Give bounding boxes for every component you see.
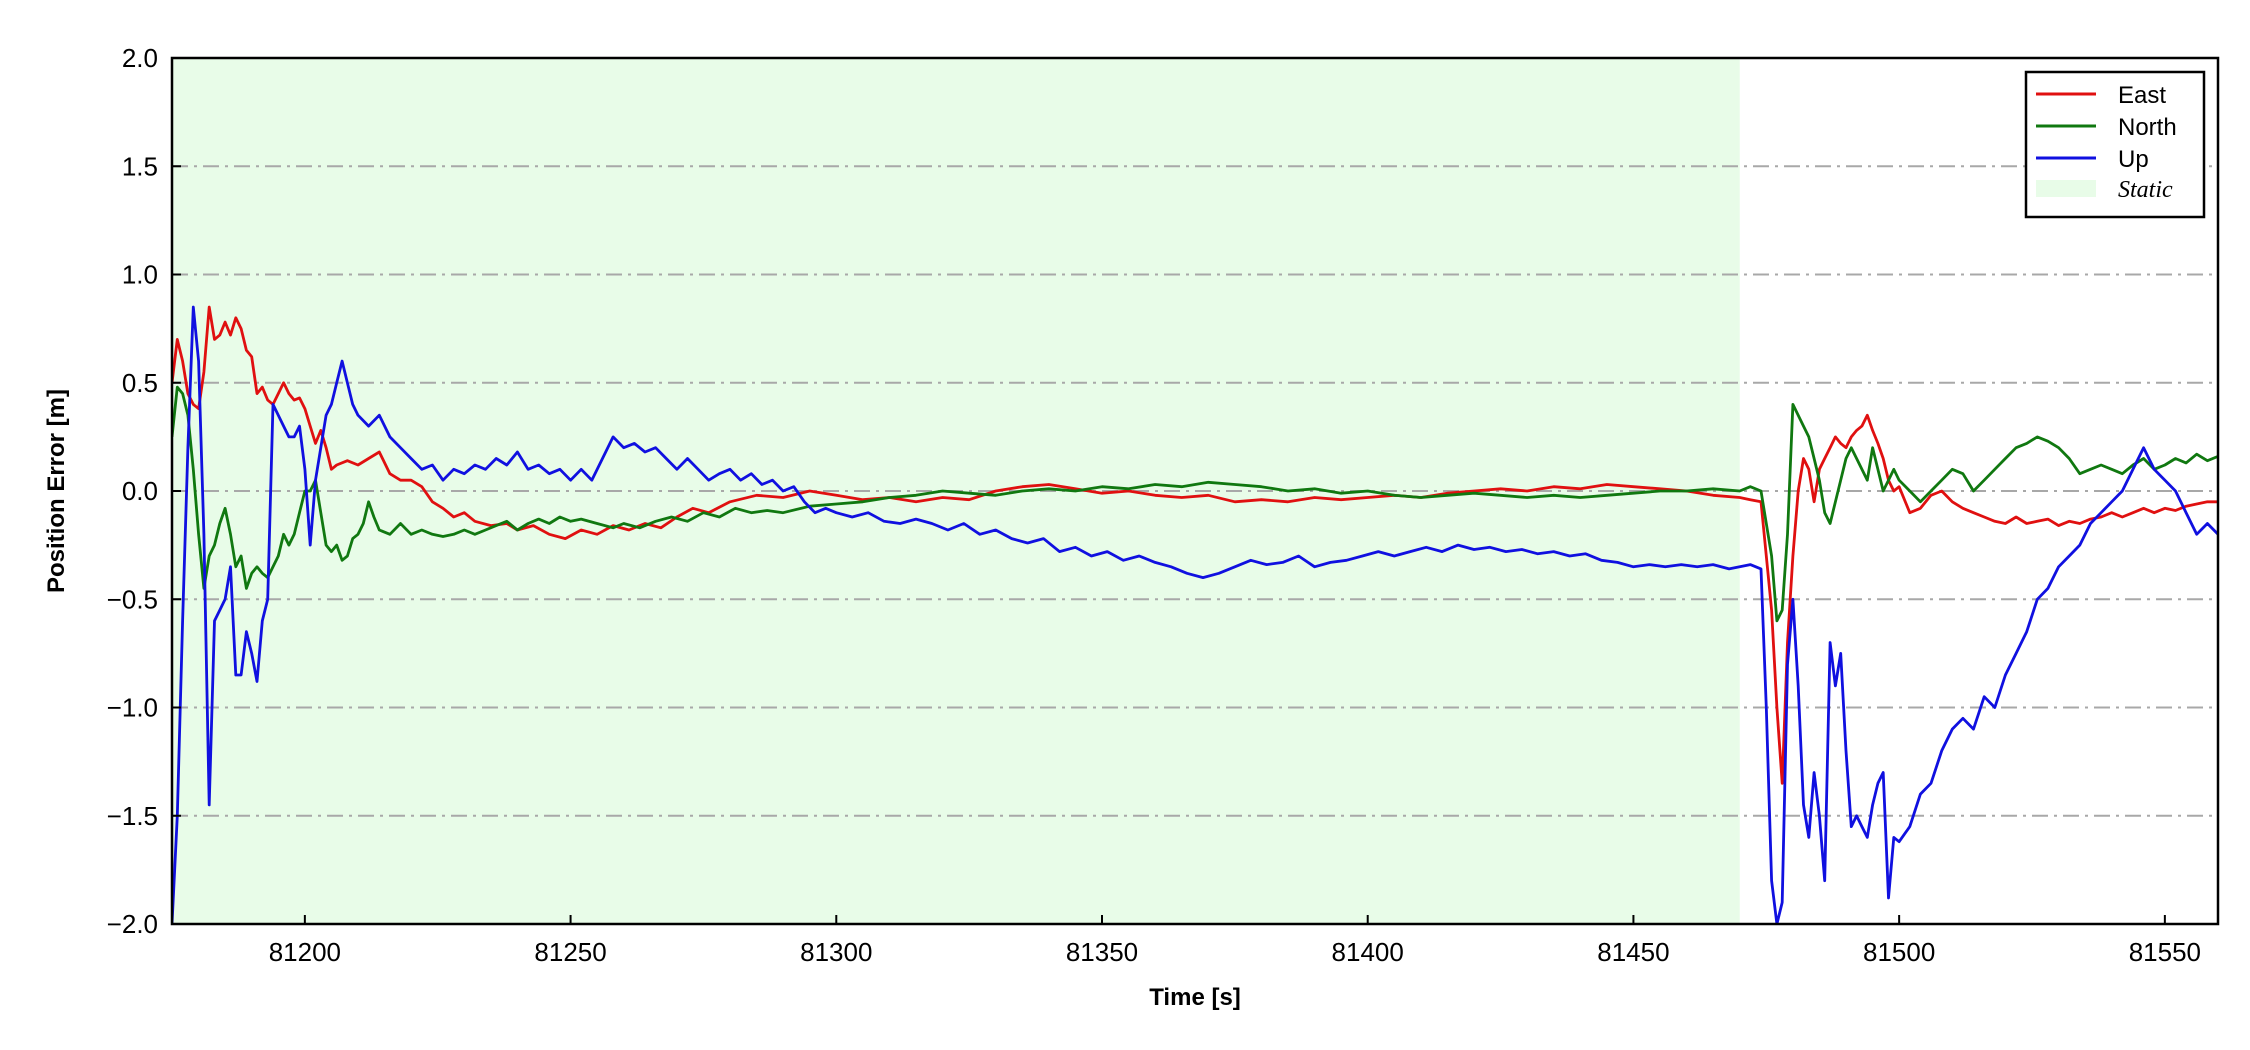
y-tick-label-4: 0.0 <box>122 476 158 506</box>
legend-label-static: Static <box>2118 177 2173 203</box>
x-axis-title: Time [s] <box>1149 984 1241 1011</box>
x-tick-label-0: 81200 <box>269 937 341 967</box>
series-line-east <box>172 305 2218 785</box>
legend-label-north: North <box>2118 114 2177 141</box>
x-tick-label-6: 81500 <box>1863 937 1935 967</box>
y-tick-label-8: −2.0 <box>107 909 158 939</box>
x-tick-label-5: 81450 <box>1597 937 1669 967</box>
y-axis-ticks: 2.0 1.5 1.0 0.5 0.0 −0.5 −1.0 −1.5 −2.0 <box>107 43 181 939</box>
y-tick-label-2: 1.0 <box>122 260 158 290</box>
y-tick-label-6: −1.0 <box>107 693 158 723</box>
series-layer <box>172 305 2218 924</box>
y-axis-title: Position Error [m] <box>43 389 70 593</box>
y-tick-label-0: 2.0 <box>122 43 158 73</box>
legend-label-up: Up <box>2118 146 2149 173</box>
y-tick-label-5: −0.5 <box>107 584 158 614</box>
legend: East North Up Static <box>2024 70 2206 219</box>
x-tick-label-2: 81300 <box>800 937 872 967</box>
grid-layer <box>172 165 2218 817</box>
y-tick-label-1: 1.5 <box>122 151 158 181</box>
legend-swatch-static <box>2036 180 2096 197</box>
legend-label-east: East <box>2118 82 2166 109</box>
x-tick-label-7: 81550 <box>2129 937 2201 967</box>
y-tick-label-3: 0.5 <box>122 368 158 398</box>
x-tick-label-3: 81350 <box>1066 937 1138 967</box>
x-tick-label-4: 81400 <box>1332 937 1404 967</box>
series-line-north <box>172 385 2218 623</box>
x-tick-label-1: 81250 <box>534 937 606 967</box>
y-tick-label-7: −1.5 <box>107 801 158 831</box>
series-line-up <box>172 305 2218 924</box>
x-axis-ticks: 81200 81250 81300 81350 81400 81450 81500 81550 <box>269 915 2201 967</box>
